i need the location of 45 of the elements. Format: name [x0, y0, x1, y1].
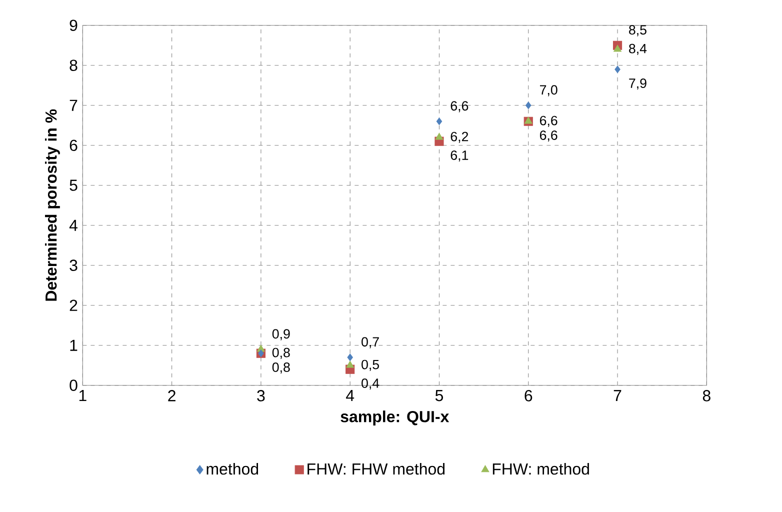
point: [526, 102, 532, 110]
data-label: 6,6: [450, 101, 468, 112]
data-label: 6,6: [540, 130, 558, 142]
point: [347, 354, 353, 362]
point: [614, 66, 620, 74]
x-tick-label: 7: [614, 390, 622, 402]
x-axis-title: sample: QUI-x: [340, 410, 450, 426]
x-tick-label: 6: [524, 390, 532, 402]
x-tick-label: 4: [346, 390, 354, 402]
x-tick-label: 3: [257, 390, 265, 402]
data-label: 0,5: [362, 360, 380, 371]
y-tick-label: 9: [70, 20, 78, 32]
data-label: 0,7: [362, 337, 379, 348]
data-label: 7,9: [629, 78, 646, 90]
x-tick-label: 8: [702, 390, 710, 402]
point: [435, 132, 444, 140]
point: [614, 44, 622, 52]
y-tick-label: 3: [70, 260, 78, 271]
x-tick-label: 5: [435, 390, 444, 402]
y-tick-label: 1: [70, 340, 78, 351]
data-label: 7,0: [540, 85, 558, 96]
data-label: 8,5: [629, 25, 646, 36]
data-label: 6,1: [450, 150, 468, 162]
y-tick-label: 0: [70, 380, 78, 391]
y-tick-label: 7: [70, 100, 78, 111]
legend-label: FHW: method: [492, 462, 589, 475]
data-label: 6,6: [540, 116, 558, 127]
data-label: 0,9: [272, 329, 290, 340]
data-label: 8,4: [629, 44, 647, 55]
y-tick-label: 6: [70, 140, 78, 151]
point: [346, 360, 354, 368]
data-label: 6,2: [450, 132, 468, 143]
y-tick-label: 5: [70, 180, 78, 191]
y-axis-title: Determined porosity in %: [45, 109, 60, 301]
data-label: 0,8: [272, 348, 290, 359]
legend-label: method: [206, 462, 258, 475]
x-tick-label: 2: [168, 390, 176, 402]
x-tick-label: 1: [79, 390, 86, 402]
data-label: 0,8: [272, 362, 290, 374]
y-tick-label: 8: [70, 60, 78, 72]
legend-label: FHW: FHW method: [308, 462, 445, 475]
data-label: 0,4: [362, 378, 380, 390]
y-tick-label: 2: [70, 300, 78, 311]
point: [436, 118, 442, 126]
y-tick-label: 4: [69, 220, 78, 231]
